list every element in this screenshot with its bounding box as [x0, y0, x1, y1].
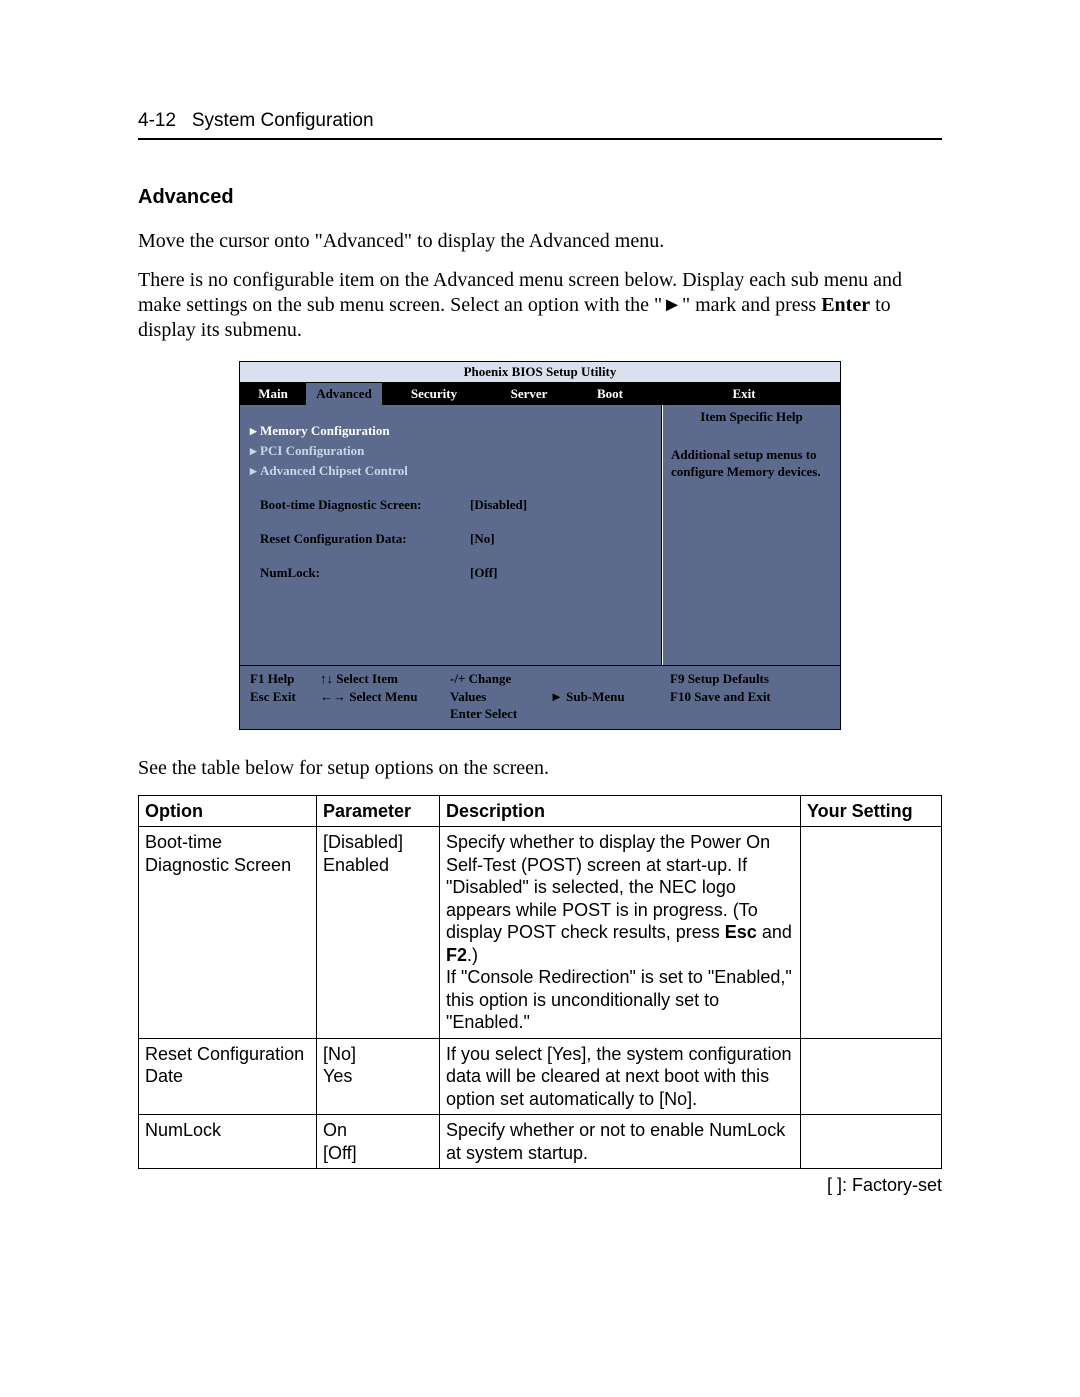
bios-item-pci: ▸ PCI Configuration [250, 443, 651, 459]
bios-tab-main: Main [240, 383, 306, 405]
bios-key-selitem: ↑↓ Select Item [320, 670, 450, 688]
intro-para-1: Move the cursor onto "Advanced" to displ… [138, 229, 942, 254]
page-title: System Configuration [192, 110, 374, 131]
bios-footer-col4: ► Sub-Menu [550, 670, 670, 723]
cell-description: Specify whether to display the Power On … [440, 827, 801, 1039]
desc-part-d: If "Console Redirection" is set to "Enab… [446, 967, 792, 1032]
bios-body: ▸ Memory Configuration ▸ PCI Configurati… [240, 405, 840, 665]
bios-bootdiag-label: Boot-time Diagnostic Screen: [260, 497, 470, 513]
key-f2: F2 [446, 945, 467, 965]
bios-key-defaults: F9 Setup Defaults [670, 670, 830, 688]
bios-reset-value: [No] [470, 531, 651, 547]
arrow-icon: ▸ [250, 423, 260, 439]
bios-footer-col5: F9 Setup Defaults F10 Save and Exit [670, 670, 830, 723]
factory-set-note: [ ]: Factory-set [138, 1175, 942, 1196]
desc-part-c: .) [467, 945, 478, 965]
bios-footer-col1: F1 Help Esc Exit [250, 670, 320, 723]
arrow-icon: ▸ [250, 443, 260, 459]
bios-tabs: Main Advanced Security Server Boot Exit [240, 383, 840, 405]
head-rule [138, 138, 942, 140]
param-yes: Yes [323, 1066, 352, 1086]
bios-tab-server: Server [486, 383, 572, 405]
bios-title: Phoenix BIOS Setup Utility [240, 362, 840, 383]
param-off: [Off] [323, 1143, 357, 1163]
bios-key-save: F10 Save and Exit [670, 688, 830, 706]
enter-key: Enter [821, 294, 870, 316]
bios-row-bootdiag: Boot-time Diagnostic Screen: [Disabled] [250, 497, 651, 513]
intro-para-2a: There is no configurable item on the Adv… [138, 269, 902, 316]
bios-row-reset: Reset Configuration Data: [No] [250, 531, 651, 547]
bios-key-submenu: ► Sub-Menu [550, 688, 670, 706]
bios-screenshot: Phoenix BIOS Setup Utility Main Advanced… [239, 361, 841, 730]
th-parameter: Parameter [317, 795, 440, 827]
param-disabled: [Disabled] [323, 832, 403, 852]
bios-footer-col2: ↑↓ Select Item ←→ Select Menu [320, 670, 450, 723]
running-head: 4-12 System Configuration [138, 110, 942, 132]
bios-key-selmenu: ←→ Select Menu [320, 688, 450, 706]
table-row: Reset Configuration Date [No] Yes If you… [139, 1038, 942, 1115]
desc-part-b: and [757, 922, 792, 942]
param-no: [No] [323, 1044, 356, 1064]
bios-tab-advanced: Advanced [306, 383, 382, 405]
table-row: Boot-time Diagnostic Screen [Disabled] E… [139, 827, 942, 1039]
section-heading: Advanced [138, 186, 942, 209]
page: 4-12 System Configuration Advanced Move … [0, 0, 1080, 1256]
bios-footer-col3: -/+ Change Values Enter Select [450, 670, 550, 723]
cell-description: Specify whether or not to enable NumLock… [440, 1115, 801, 1169]
cell-option: Reset Configuration Date [139, 1038, 317, 1115]
cell-your-setting [801, 1038, 942, 1115]
cell-description: If you select [Yes], the system configur… [440, 1038, 801, 1115]
cell-option: NumLock [139, 1115, 317, 1169]
bios-bootdiag-value: [Disabled] [470, 497, 651, 513]
bios-reset-label: Reset Configuration Data: [260, 531, 470, 547]
bios-left-pane: ▸ Memory Configuration ▸ PCI Configurati… [240, 405, 662, 665]
bios-item-memory-label: Memory Configuration [260, 423, 390, 439]
bios-help-body: Additional setup menus to configure Memo… [671, 447, 832, 481]
bios-tab-boot: Boot [572, 383, 648, 405]
bios-item-chipset-label: Advanced Chipset Control [260, 463, 408, 479]
intro-para-2: There is no configurable item on the Adv… [138, 268, 942, 343]
bios-key-change: -/+ Change Values [450, 670, 550, 705]
arrow-icon: ▸ [250, 463, 260, 479]
bios-item-memory: ▸ Memory Configuration [250, 423, 651, 439]
th-your-setting: Your Setting [801, 795, 942, 827]
bios-tab-security: Security [382, 383, 486, 405]
desc-part-a: Specify whether to display the Power On … [446, 832, 770, 942]
cell-parameter: [Disabled] Enabled [317, 827, 440, 1039]
bios-row-numlock: NumLock: [Off] [250, 565, 651, 581]
bios-key-enter: Enter Select [450, 705, 550, 723]
bios-key-esc: Esc Exit [250, 688, 320, 706]
cell-parameter: [No] Yes [317, 1038, 440, 1115]
bios-item-pci-label: PCI Configuration [260, 443, 364, 459]
table-caption: See the table below for setup options on… [138, 756, 942, 781]
cell-your-setting [801, 827, 942, 1039]
bios-numlock-value: [Off] [470, 565, 651, 581]
bios-help-title: Item Specific Help [671, 409, 832, 425]
th-description: Description [440, 795, 801, 827]
bios-numlock-label: NumLock: [260, 565, 470, 581]
param-on: On [323, 1120, 347, 1140]
cell-option: Boot-time Diagnostic Screen [139, 827, 317, 1039]
bios-item-chipset: ▸ Advanced Chipset Control [250, 463, 651, 479]
bios-key-f1: F1 Help [250, 670, 320, 688]
options-table: Option Parameter Description Your Settin… [138, 795, 942, 1170]
table-row: NumLock On [Off] Specify whether or not … [139, 1115, 942, 1169]
th-option: Option [139, 795, 317, 827]
param-enabled: Enabled [323, 855, 389, 875]
bios-tab-exit: Exit [648, 383, 840, 405]
page-number: 4-12 [138, 110, 176, 131]
bios-footer: F1 Help Esc Exit ↑↓ Select Item ←→ Selec… [240, 665, 840, 729]
key-esc: Esc [725, 922, 757, 942]
bios-help-pane: Item Specific Help Additional setup menu… [662, 405, 840, 665]
cell-parameter: On [Off] [317, 1115, 440, 1169]
cell-your-setting [801, 1115, 942, 1169]
